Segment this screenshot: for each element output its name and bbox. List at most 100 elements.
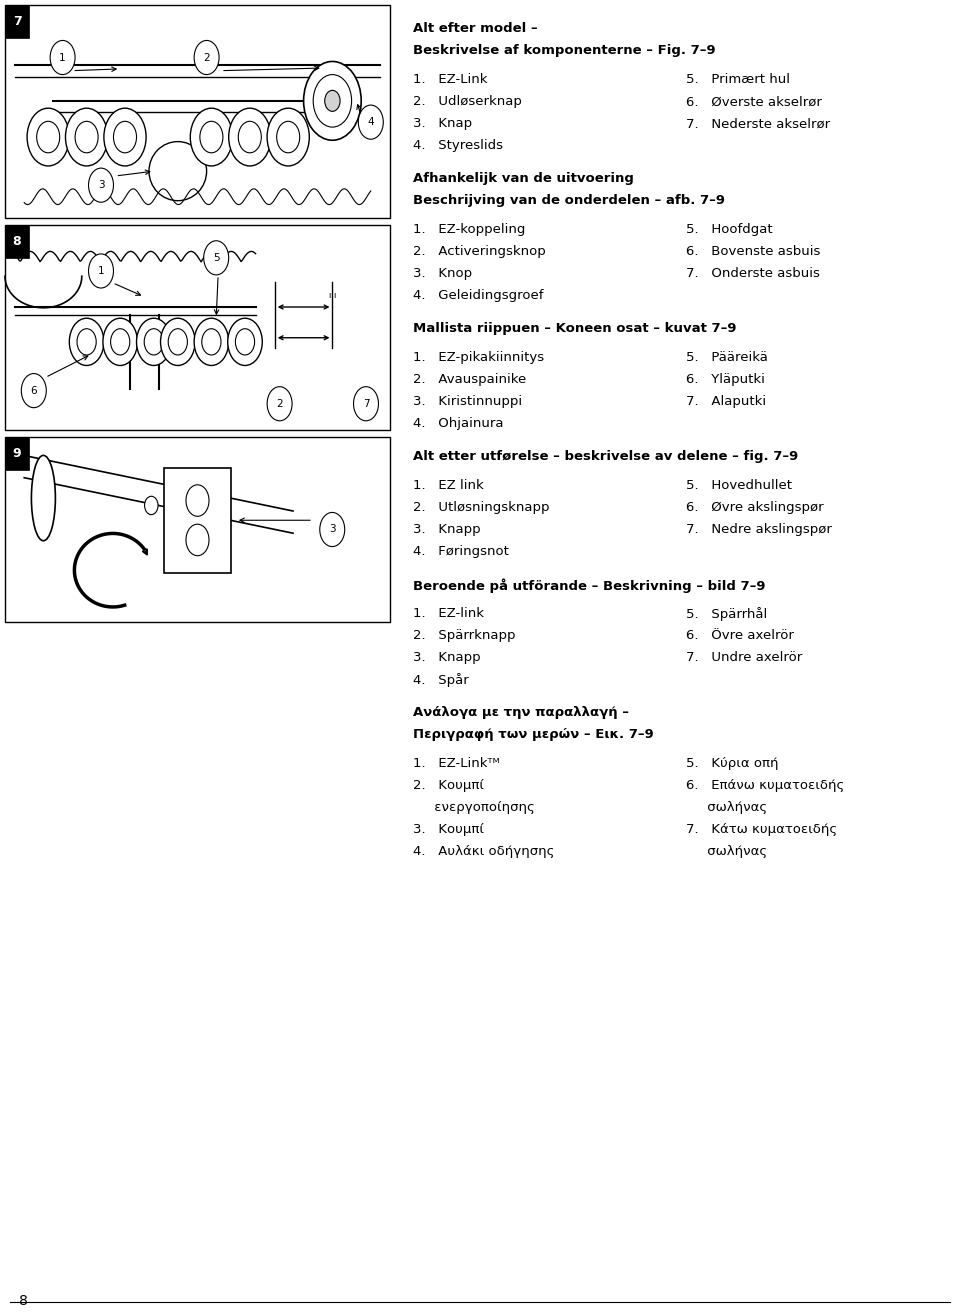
Text: σωλήνας: σωλήνας [686, 846, 768, 859]
Text: 2.   Avauspainike: 2. Avauspainike [413, 373, 526, 386]
Circle shape [88, 168, 113, 202]
Circle shape [324, 91, 340, 112]
Text: 2: 2 [276, 399, 283, 408]
Text: 3: 3 [98, 180, 105, 190]
Text: 2.   Utløsningsknapp: 2. Utløsningsknapp [413, 502, 549, 513]
Circle shape [228, 318, 262, 365]
Circle shape [267, 108, 309, 165]
Text: 5.   Hovedhullet: 5. Hovedhullet [686, 479, 792, 492]
Text: 5.   Spärrhål: 5. Spärrhål [686, 607, 768, 621]
Text: Beschrijving van de onderdelen – afb. 7–9: Beschrijving van de onderdelen – afb. 7–… [413, 194, 725, 207]
Text: 6.   Bovenste asbuis: 6. Bovenste asbuis [686, 246, 821, 259]
Circle shape [200, 121, 223, 152]
Text: 7.   Nedre akslingsрør: 7. Nedre akslingsрør [686, 523, 832, 536]
Circle shape [88, 253, 113, 288]
Circle shape [276, 121, 300, 152]
Text: 3: 3 [329, 524, 336, 534]
Text: Afhankelijk van de uitvoering: Afhankelijk van de uitvoering [413, 172, 634, 185]
Text: 6.   Øvre akslingsрør: 6. Øvre akslingsрør [686, 502, 824, 513]
Text: 5.   Pääreikä: 5. Pääreikä [686, 351, 768, 364]
Circle shape [202, 328, 221, 355]
Text: 3.   Knapp: 3. Knapp [413, 523, 480, 536]
Text: 1: 1 [98, 267, 105, 276]
Text: 3.   Κουμπί: 3. Κουμπί [413, 823, 484, 836]
Circle shape [320, 512, 345, 546]
Text: 6.   Επάνω κυματοειδής: 6. Επάνω κυματοειδής [686, 779, 845, 792]
Text: 6.   Øverste akselrør: 6. Øverste akselrør [686, 95, 823, 108]
Text: ı ı: ı ı [328, 291, 336, 301]
Circle shape [238, 121, 261, 152]
Text: 5.   Κύρια οπή: 5. Κύρια οπή [686, 756, 779, 769]
Text: 5.   Primært hul: 5. Primært hul [686, 74, 790, 87]
Circle shape [103, 318, 137, 365]
Text: 6: 6 [31, 386, 37, 395]
Text: Mallista riippuen – Koneen osat – kuvat 7–9: Mallista riippuen – Koneen osat – kuvat … [413, 322, 736, 335]
Text: 3.   Kiristinnuppi: 3. Kiristinnuppi [413, 395, 522, 408]
Bar [5, 225, 29, 257]
Text: 1.   EZ-koppeling: 1. EZ-koppeling [413, 223, 525, 236]
Text: 8: 8 [19, 1293, 28, 1308]
Text: σωλήνας: σωλήνας [686, 801, 768, 814]
Circle shape [168, 328, 187, 355]
Text: 5.   Hoofdgat: 5. Hoofdgat [686, 223, 773, 236]
Bar [5, 225, 390, 429]
Text: 7.   Onderste asbuis: 7. Onderste asbuis [686, 267, 820, 280]
Text: Beskrivelse af komponenterne – Fig. 7–9: Beskrivelse af komponenterne – Fig. 7–9 [413, 45, 715, 58]
Circle shape [110, 328, 130, 355]
Text: 4.   Spår: 4. Spår [413, 674, 468, 687]
Text: 7.   Alaputki: 7. Alaputki [686, 395, 766, 408]
Text: 2.   Κουμπί: 2. Κουμπί [413, 779, 484, 792]
Text: 1.   EZ-pikakiinnitys: 1. EZ-pikakiinnitys [413, 351, 544, 364]
Circle shape [77, 328, 96, 355]
Circle shape [190, 108, 232, 165]
Text: 3.   Knap: 3. Knap [413, 117, 472, 130]
Text: 8: 8 [12, 235, 21, 248]
Text: 7: 7 [363, 399, 370, 408]
Text: 2.   Udløserknap: 2. Udløserknap [413, 95, 521, 108]
Text: Alt efter model –: Alt efter model – [413, 22, 538, 35]
Text: 7.   Κάτω κυματοειδής: 7. Κάτω κυματοειδής [686, 823, 838, 836]
Circle shape [186, 484, 209, 516]
Circle shape [186, 524, 209, 555]
Circle shape [145, 496, 158, 515]
Bar [5, 5, 29, 38]
Text: Beroende på utförande – Beskrivning – bild 7–9: Beroende på utförande – Beskrivning – bi… [413, 578, 765, 592]
Ellipse shape [149, 142, 206, 201]
Circle shape [204, 240, 228, 274]
Text: 9: 9 [12, 446, 21, 460]
Circle shape [113, 121, 136, 152]
Circle shape [144, 328, 163, 355]
Text: Περιγραφή των μερών – Εικ. 7–9: Περιγραφή των μερών – Εικ. 7–9 [413, 729, 654, 742]
Text: 3.   Knop: 3. Knop [413, 267, 472, 280]
Circle shape [160, 318, 195, 365]
Circle shape [194, 318, 228, 365]
Text: 4.   Styreslids: 4. Styreslids [413, 139, 503, 152]
Circle shape [267, 386, 292, 420]
Text: 7.   Nederste akselrør: 7. Nederste akselrør [686, 117, 830, 130]
Text: 2: 2 [204, 53, 210, 63]
Text: 7: 7 [12, 14, 21, 28]
Text: 1.   EZ-Linkᵀᴹ: 1. EZ-Linkᵀᴹ [413, 756, 499, 769]
Circle shape [36, 121, 60, 152]
Circle shape [27, 108, 69, 165]
Circle shape [69, 318, 104, 365]
Text: 1: 1 [60, 53, 66, 63]
Text: 1.   EZ-Link: 1. EZ-Link [413, 74, 488, 87]
Circle shape [21, 373, 46, 407]
Circle shape [313, 75, 351, 127]
Circle shape [228, 108, 271, 165]
Text: 2.   Spärrknapp: 2. Spärrknapp [413, 629, 516, 642]
Text: Alt etter utførelse – beskrivelse av delene – fig. 7–9: Alt etter utførelse – beskrivelse av del… [413, 450, 798, 463]
Bar [164, 467, 231, 572]
Circle shape [136, 318, 171, 365]
Bar [5, 437, 390, 622]
Text: 4.   Geleidingsgroef: 4. Geleidingsgroef [413, 289, 543, 302]
Circle shape [303, 62, 361, 140]
Circle shape [50, 41, 75, 75]
Text: 6.   Övre axelrör: 6. Övre axelrör [686, 629, 794, 642]
Text: 4.   Føringsnot: 4. Føringsnot [413, 545, 509, 558]
Text: 3.   Knapp: 3. Knapp [413, 651, 480, 664]
Text: 4: 4 [368, 117, 374, 127]
Text: 1.   EZ link: 1. EZ link [413, 479, 484, 492]
Circle shape [358, 105, 383, 139]
